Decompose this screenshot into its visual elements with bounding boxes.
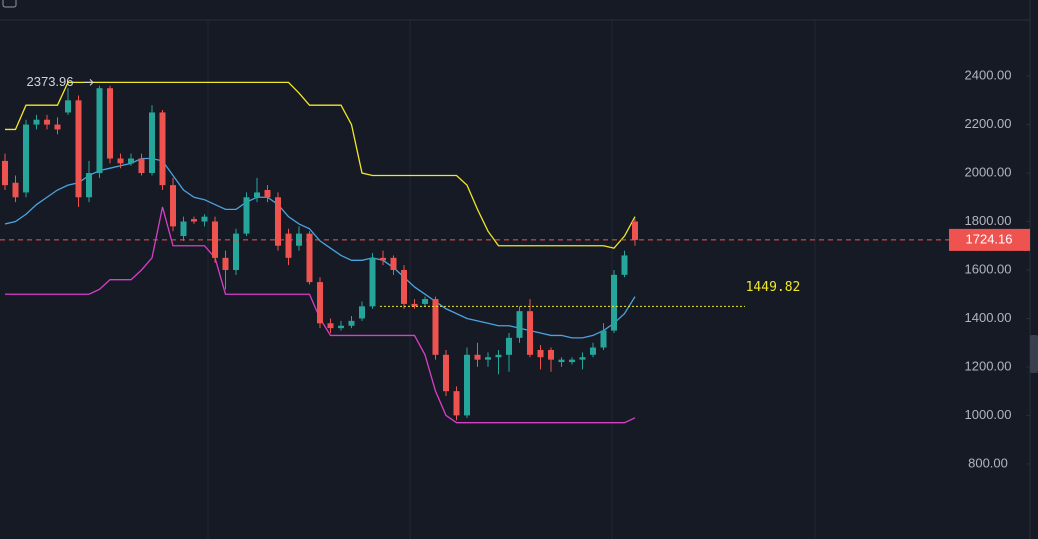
candle-body <box>348 320 355 326</box>
candle-body <box>516 311 523 338</box>
candle-body <box>443 354 449 392</box>
candle-body <box>401 269 407 304</box>
candle-body <box>96 88 103 174</box>
y-tick-label: 2400.00 <box>965 68 1012 83</box>
candle-body <box>621 255 628 275</box>
candle-body <box>380 257 386 261</box>
candle-body <box>264 190 271 198</box>
candle-body <box>170 185 176 227</box>
candle-body <box>75 100 82 198</box>
candle-body <box>558 359 565 363</box>
candle-body <box>506 337 512 355</box>
candle-body <box>390 257 397 270</box>
candle-body <box>128 158 134 164</box>
candle-body <box>285 233 292 258</box>
last-price-label: 1724.16 <box>966 231 1013 246</box>
candle-body <box>138 158 145 174</box>
candle-body <box>527 311 533 355</box>
candle-body <box>180 221 187 237</box>
candle-body <box>327 323 334 329</box>
candle-body <box>233 233 239 270</box>
candle-body <box>23 124 29 193</box>
candle-body <box>359 306 365 319</box>
candle-body <box>222 257 229 270</box>
candle-body <box>464 354 470 416</box>
candle-body <box>254 192 260 198</box>
y-tick-label: 2200.00 <box>965 116 1012 131</box>
high-marker-label: 2373.96 <box>27 74 74 89</box>
candle-body <box>411 303 418 307</box>
candle-body <box>243 197 250 234</box>
candle-body <box>632 221 638 240</box>
candle-body <box>201 216 208 222</box>
candle-body <box>159 112 166 186</box>
candle-body <box>453 391 460 416</box>
candle-body <box>306 233 313 283</box>
y-tick-label: 1600.00 <box>965 261 1012 276</box>
candle-body <box>422 299 428 304</box>
candle-body <box>191 219 197 222</box>
menu-icon[interactable] <box>2 0 17 8</box>
candle-body <box>65 100 71 113</box>
y-tick-label: 1800.00 <box>965 213 1012 228</box>
candle-body <box>117 158 124 164</box>
y-tick-label: 1000.00 <box>965 407 1012 422</box>
candle-body <box>86 173 92 198</box>
candle-body <box>2 160 8 186</box>
candle-body <box>33 119 40 125</box>
candle-body <box>548 349 554 360</box>
indicator-line <box>5 81 636 249</box>
y-tick-label: 1400.00 <box>965 310 1012 325</box>
candle-body <box>44 119 50 125</box>
y-tick-label: 2000.00 <box>965 164 1012 179</box>
candle-body <box>611 274 617 331</box>
candle-body <box>495 354 502 358</box>
candle-body <box>212 221 218 258</box>
candle-body <box>432 299 439 355</box>
y-tick-label: 800.00 <box>968 455 1008 470</box>
last-price-box <box>949 228 1030 251</box>
candle-body <box>107 88 113 159</box>
level-label: 1449.82 <box>746 280 801 295</box>
candle-body <box>54 124 61 130</box>
candle-body <box>600 330 607 348</box>
candle-body <box>275 197 281 246</box>
candle-body <box>317 282 323 324</box>
high-marker-arrow <box>84 79 94 86</box>
panel-handle[interactable] <box>1030 335 1038 373</box>
candle-body <box>474 354 481 360</box>
y-tick-label: 1200.00 <box>965 358 1012 373</box>
candle-body <box>485 357 491 360</box>
candle-body <box>579 357 586 360</box>
candle-body <box>12 182 19 198</box>
candle-body <box>149 112 155 174</box>
candle-body <box>537 349 544 358</box>
candle-body <box>369 257 376 307</box>
candle-body <box>569 359 575 363</box>
candle-body <box>590 347 596 355</box>
candle-body <box>338 325 344 329</box>
